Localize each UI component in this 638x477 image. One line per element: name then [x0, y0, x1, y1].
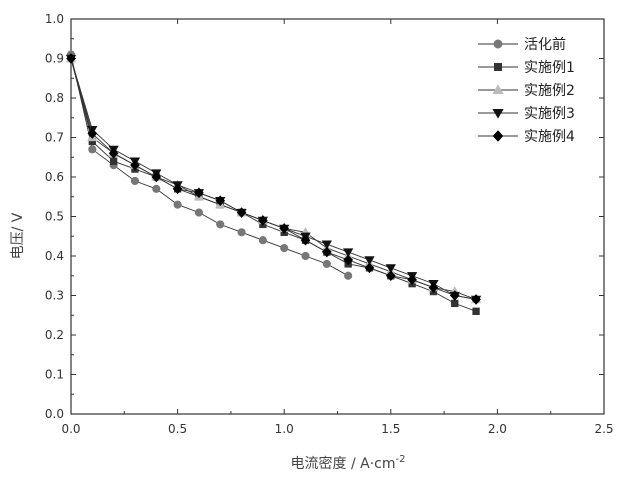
legend-item: 实施例3 — [478, 106, 575, 122]
data-point — [108, 148, 119, 159]
data-point — [321, 240, 332, 250]
legend-label: 活化前 — [524, 36, 566, 53]
x-tick-label: 0.0 — [61, 422, 80, 436]
y-tick-label: 0.8 — [45, 91, 64, 105]
y-tick-label: 0.1 — [45, 368, 64, 382]
legend-marker — [492, 130, 504, 142]
data-point — [449, 290, 460, 301]
data-point — [173, 200, 182, 209]
series-layer — [65, 50, 482, 315]
legend-item: 活化前 — [478, 36, 566, 53]
data-point — [280, 244, 289, 253]
data-point — [258, 215, 268, 226]
series-5 — [66, 53, 481, 305]
y-tick-label: 0.4 — [45, 249, 64, 263]
x-tick-label: 1.0 — [275, 422, 294, 436]
data-point — [344, 271, 353, 280]
y-tick-label: 0.5 — [45, 210, 64, 224]
x-tick-label: 1.5 — [381, 422, 400, 436]
data-point — [130, 159, 140, 171]
data-point — [66, 53, 76, 64]
legend-marker — [493, 39, 503, 49]
data-point — [151, 171, 162, 183]
y-tick-label: 0.9 — [45, 52, 64, 66]
data-point — [428, 282, 439, 293]
data-point — [194, 208, 203, 217]
data-point — [343, 254, 353, 266]
data-point — [385, 270, 396, 282]
data-point — [237, 228, 246, 237]
y-tick-label: 0.7 — [45, 131, 64, 145]
data-point — [236, 207, 247, 218]
data-point — [322, 259, 331, 268]
data-point — [343, 248, 354, 258]
x-axis-title: 电流密度 / A·cm-2 — [291, 454, 406, 472]
data-point — [364, 256, 375, 266]
data-point — [216, 220, 225, 229]
data-point — [152, 184, 161, 193]
data-point — [364, 262, 375, 274]
data-point — [130, 176, 140, 186]
data-point — [472, 307, 480, 315]
data-point — [109, 157, 118, 165]
data-point — [88, 145, 97, 154]
data-point — [300, 234, 311, 246]
data-point — [87, 128, 98, 139]
x-tick-label: 2.0 — [488, 422, 507, 436]
data-point — [385, 264, 396, 274]
y-tick-label: 1.0 — [45, 12, 64, 26]
legend-label: 实施例2 — [524, 83, 575, 99]
axes: 0.0 0.5 1.0 1.5 2.0 2.5 0.0 0.1 0.2 0.3 0.4 0.5 0.6 0… — [45, 12, 614, 436]
legend-label: 实施例1 — [524, 60, 575, 76]
data-point — [451, 299, 459, 308]
data-point — [215, 195, 226, 206]
legend-item: 实施例4 — [478, 129, 575, 145]
y-tick-label: 0.0 — [45, 407, 64, 421]
data-point — [471, 294, 481, 305]
y-tick-label: 0.2 — [45, 328, 64, 342]
y-axis-title: 电压/ V — [10, 212, 26, 259]
legend-label: 实施例4 — [524, 129, 575, 145]
x-tick-label: 2.5 — [594, 422, 613, 436]
data-point — [301, 251, 310, 261]
legend-marker — [494, 63, 502, 71]
legend-marker — [492, 109, 504, 119]
data-point — [407, 274, 417, 285]
legend-marker — [492, 84, 504, 94]
data-point — [172, 183, 183, 195]
legend-item: 实施例2 — [478, 83, 575, 99]
data-point — [194, 187, 204, 199]
data-point — [258, 236, 267, 245]
legend-label: 实施例3 — [524, 106, 575, 122]
data-point — [279, 223, 290, 234]
x-tick-label: 0.5 — [168, 422, 187, 436]
y-tick-label: 0.3 — [45, 289, 64, 303]
data-point — [322, 246, 332, 258]
legend-item: 实施例1 — [478, 60, 575, 76]
y-tick-label: 0.6 — [45, 170, 64, 184]
